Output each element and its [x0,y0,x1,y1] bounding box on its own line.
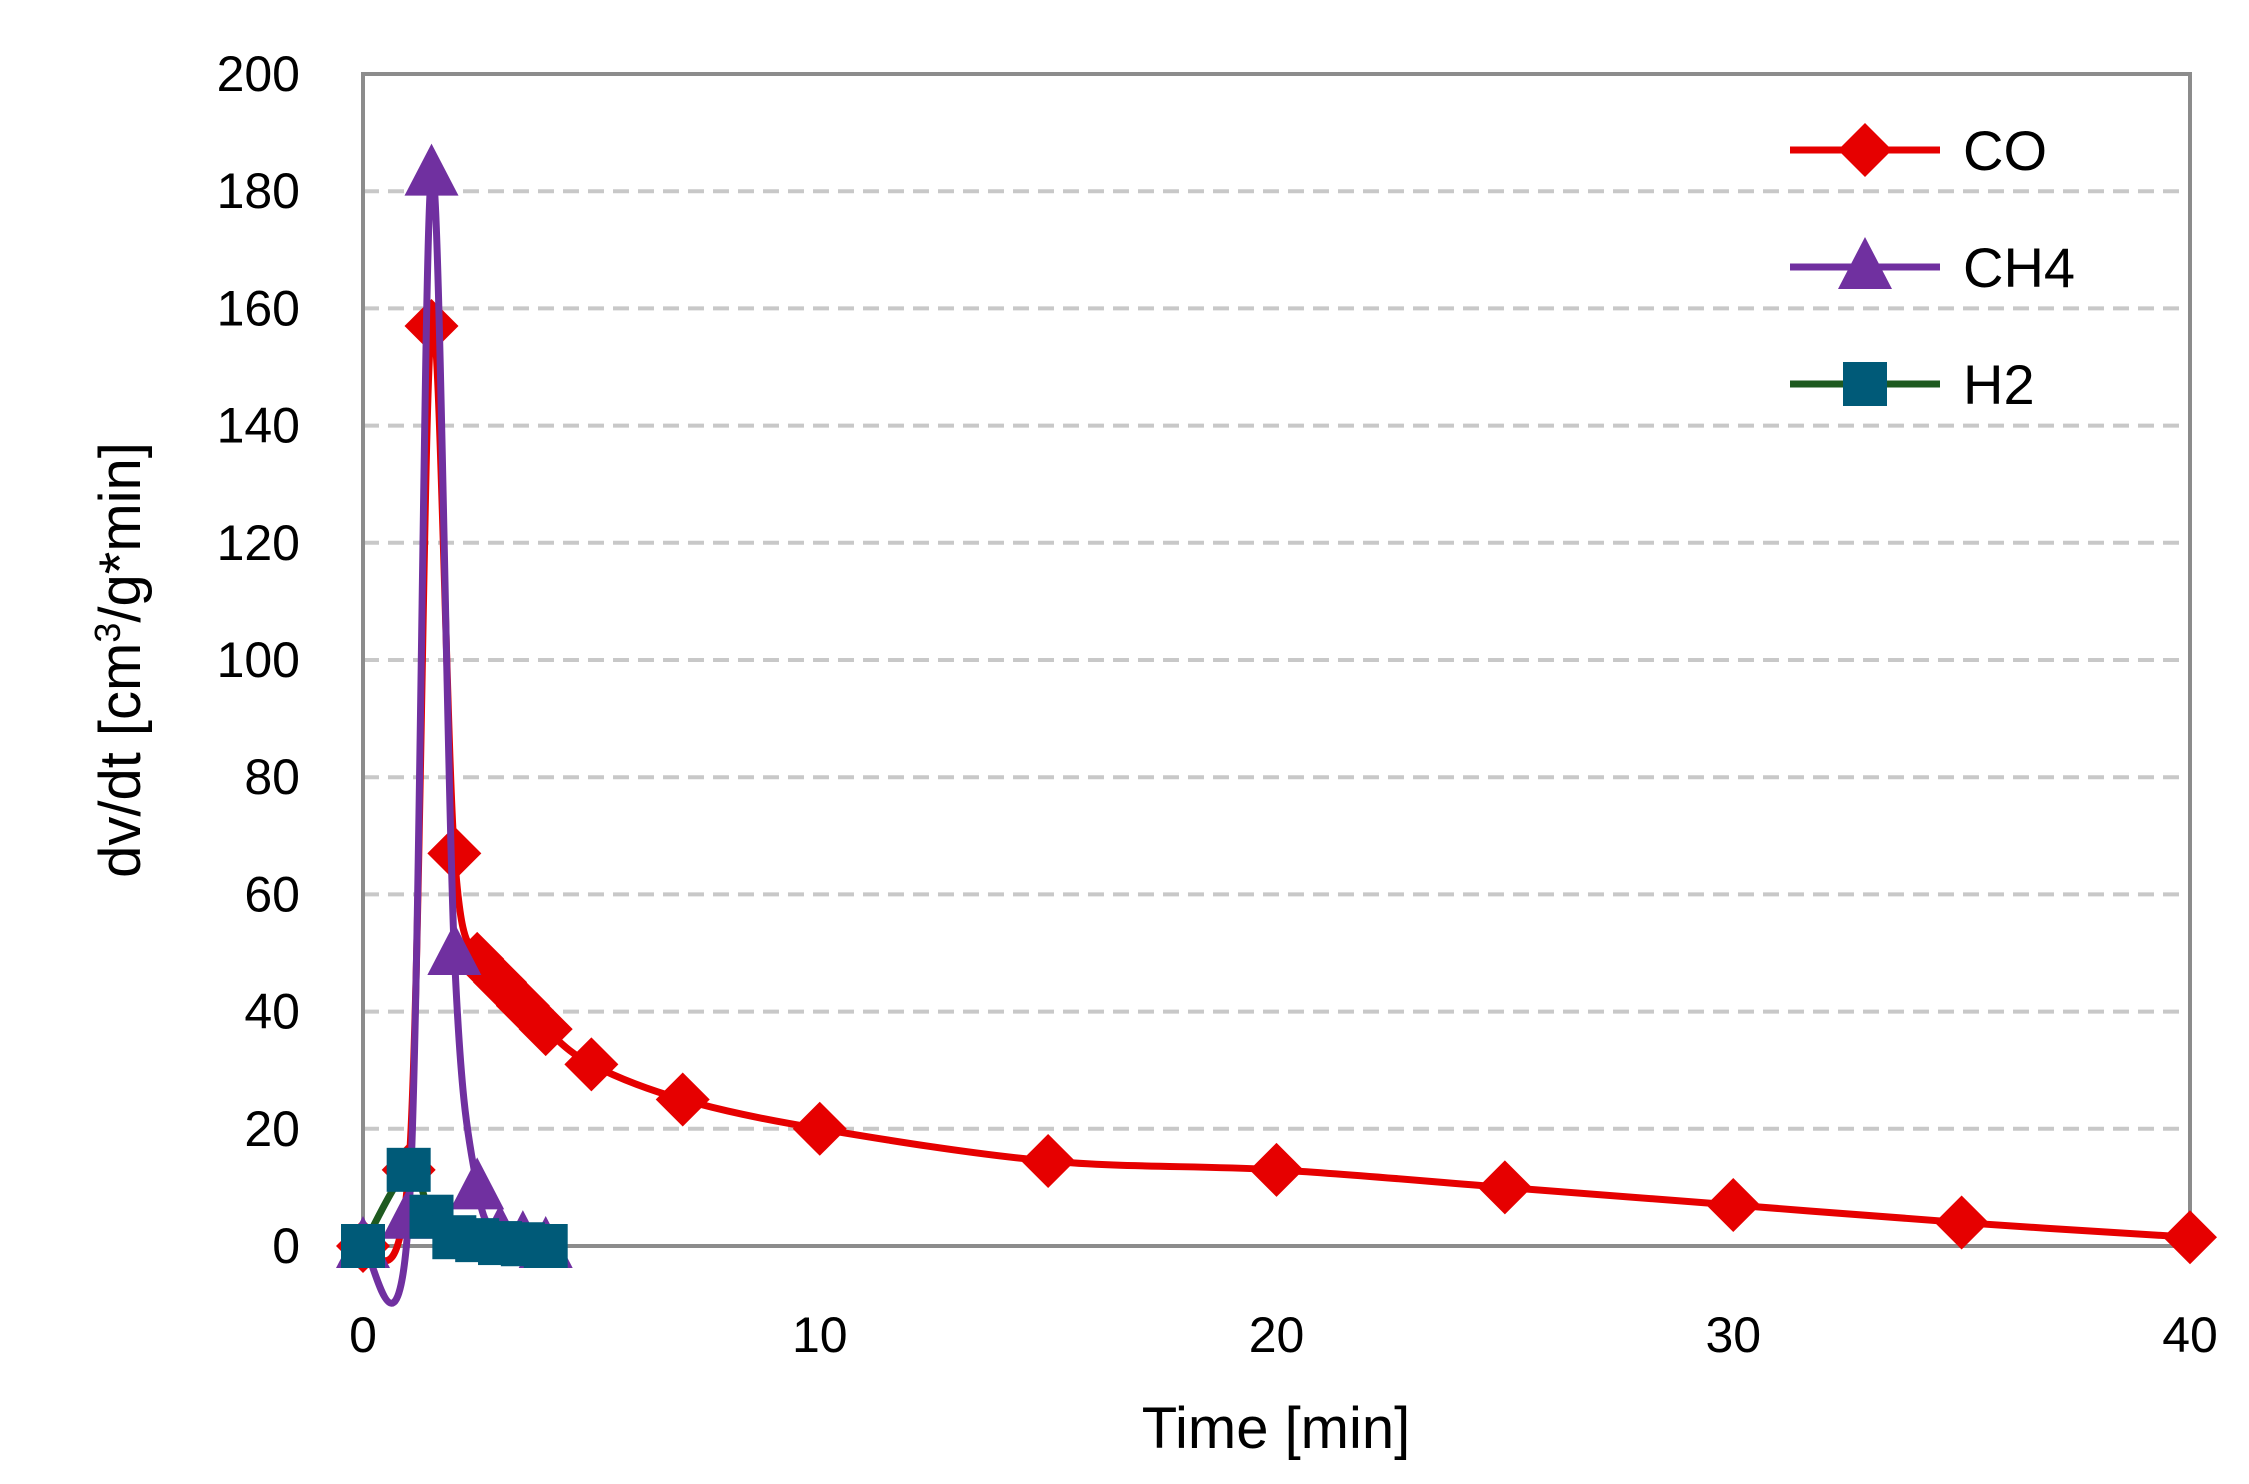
y-tick-label-60: 60 [244,866,300,922]
series-line-co [360,318,2191,1265]
data-point-co-8 [564,1037,619,1092]
legend-label-h2: H2 [1963,353,2035,416]
data-point-co-2 [404,298,459,353]
data-point-co-9 [655,1072,710,1127]
legend-item-ch4: CH4 [1790,236,2075,299]
data-point-co-13 [1477,1160,1532,1215]
legend-label-ch4: CH4 [1963,236,2075,299]
legend: CO CH4 H2 [1790,119,2075,416]
y-tick-label-200: 200 [217,46,300,102]
series-layer [336,143,2217,1307]
series-h2 [341,1147,568,1268]
x-tick-label-30: 30 [1705,1307,1761,1363]
y-axis-title: dv/dt [cm3/g*min] [87,442,154,878]
data-point-h2-1 [386,1147,431,1192]
data-point-co-5 [473,955,528,1010]
data-point-co-14 [1706,1177,1761,1232]
y-axis-title-tail: /g*min] [88,442,153,623]
y-axis-title-main: dv/dt [cm [88,643,153,878]
legend-item-h2: H2 [1790,353,2035,416]
series-line-ch4 [359,168,547,1307]
data-point-co-10 [792,1101,847,1156]
data-point-co-15 [1934,1195,1989,1250]
x-axis-ticks: 0 10 20 30 40 [349,1307,2218,1363]
legend-label-co: CO [1963,119,2047,182]
y-tick-label-80: 80 [244,749,300,805]
x-tick-label-10: 10 [792,1307,848,1363]
data-point-co-11 [1021,1134,1076,1189]
data-point-h2-0 [341,1224,385,1268]
x-tick-label-40: 40 [2162,1307,2218,1363]
x-tick-label-20: 20 [1249,1307,1305,1363]
legend-marker-co [1838,123,1892,177]
y-tick-label-0: 0 [272,1218,300,1274]
y-axis-ticks: 0 20 40 60 80 100 120 140 160 180 200 [217,46,300,1274]
gridlines [363,189,2190,1131]
y-tick-label-120: 120 [217,515,300,571]
data-point-ch4-3 [427,923,482,975]
data-point-h2-7 [523,1224,568,1268]
x-axis-title: Time [min] [1142,1396,1411,1461]
data-point-co-16 [2163,1210,2217,1265]
data-point-co-7 [518,1002,573,1057]
y-tick-label-40: 40 [244,984,300,1040]
data-point-ch4-2 [404,143,459,196]
y-tick-label-180: 180 [217,163,300,219]
data-point-co-12 [1249,1142,1304,1197]
y-tick-label-140: 140 [217,398,300,454]
plot-area-border [361,72,2192,1248]
y-tick-label-20: 20 [244,1101,300,1157]
y-tick-label-160: 160 [217,280,300,336]
legend-marker-h2 [1843,362,1887,406]
y-tick-label-100: 100 [217,632,300,688]
x-tick-label-0: 0 [349,1307,377,1363]
legend-marker-ch4 [1838,237,1892,289]
data-point-ch4-4 [450,1157,505,1210]
legend-item-co: CO [1790,119,2047,182]
y-axis-title-superscript: 3 [87,623,128,643]
